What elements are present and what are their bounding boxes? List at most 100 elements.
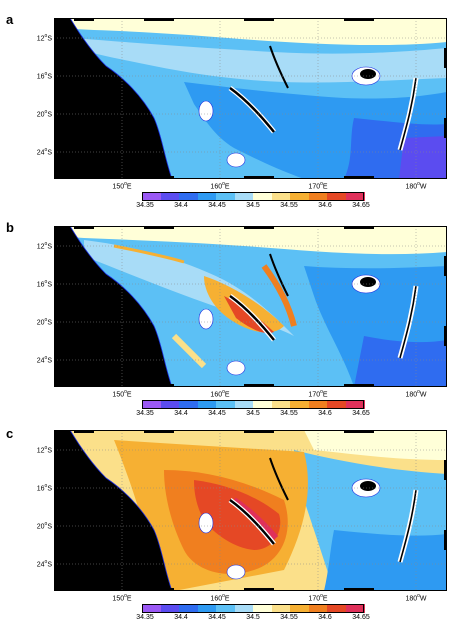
panel-letter: c: [6, 426, 14, 441]
colorbar-swatch: [216, 604, 235, 613]
latitude-label: 24oS: [30, 147, 52, 156]
colorbar-swatch: [234, 400, 254, 409]
colorbar-tick-label: 34.65: [352, 410, 370, 417]
longitude-label: 170oE: [298, 389, 338, 398]
latitude-suffix: S: [47, 111, 52, 119]
longitude-direction: E: [224, 391, 230, 399]
colorbar-swatch: [290, 192, 309, 201]
latitude-value: 16: [36, 485, 45, 493]
colorbar-swatch: [327, 604, 346, 613]
longitude-label: 150oE: [102, 181, 142, 190]
colorbar: [142, 400, 365, 409]
colorbar-swatch: [271, 400, 291, 409]
colorbar-tick-label: 34.6: [318, 410, 332, 417]
latitude-label: 12oS: [30, 445, 52, 454]
latitude-suffix: S: [47, 281, 52, 289]
longitude-label: 160oE: [200, 389, 240, 398]
colorbar-swatch: [253, 400, 272, 409]
longitude-direction: E: [322, 595, 328, 603]
degree-symbol: o: [44, 71, 48, 77]
colorbar-swatch: [290, 400, 309, 409]
colorbar-border: [142, 604, 364, 613]
latitude-value: 16: [36, 281, 45, 289]
colorbar-swatch: [142, 192, 161, 201]
map-svg-a: [54, 18, 447, 179]
latitude-suffix: S: [47, 561, 52, 569]
latitude-value: 12: [36, 35, 45, 43]
longitude-value: 170: [308, 391, 321, 399]
colorbar-swatch: [160, 192, 180, 201]
colorbar-tick-label: 34.4: [174, 410, 188, 417]
latitude-label: 12oS: [30, 33, 52, 42]
degree-symbol: o: [417, 181, 420, 187]
colorbar-swatch: [308, 400, 328, 409]
colorbar-swatch: [216, 192, 235, 201]
longitude-label: 170oE: [298, 181, 338, 190]
colorbar-tick-label: 34.5: [246, 202, 260, 209]
longitude-value: 170: [308, 183, 321, 191]
latitude-value: 24: [36, 357, 45, 365]
panel-c: c: [0, 426, 473, 621]
longitude-value: 160: [210, 595, 223, 603]
longitude-value: 150: [112, 391, 125, 399]
degree-symbol: o: [222, 181, 225, 187]
longitude-direction: E: [322, 391, 328, 399]
colorbar-tick-label: 34.55: [280, 410, 298, 417]
colorbar-border: [142, 192, 364, 201]
degree-symbol: o: [44, 483, 48, 489]
latitude-value: 16: [36, 73, 45, 81]
map-svg-c: [54, 430, 447, 591]
colorbar-tick-label: 34.55: [280, 614, 298, 621]
colorbar-swatch: [197, 400, 217, 409]
colorbar-swatch: [197, 192, 217, 201]
longitude-label: 180oW: [396, 389, 436, 398]
longitude-direction: E: [224, 595, 230, 603]
latitude-suffix: S: [47, 35, 52, 43]
colorbar-swatch: [327, 400, 346, 409]
degree-symbol: o: [320, 181, 323, 187]
longitude-direction: E: [224, 183, 230, 191]
degree-symbol: o: [320, 593, 323, 599]
latitude-label: 20oS: [30, 317, 52, 326]
latitude-label: 16oS: [30, 279, 52, 288]
longitude-direction: E: [126, 183, 132, 191]
longitude-value: 160: [210, 183, 223, 191]
latitude-suffix: S: [47, 523, 52, 531]
colorbar: [142, 192, 365, 201]
degree-symbol: o: [44, 33, 48, 39]
latitude-value: 24: [36, 561, 45, 569]
longitude-direction: W: [419, 595, 427, 603]
colorbar-swatch: [327, 192, 346, 201]
degree-symbol: o: [320, 389, 323, 395]
colorbar-tick-label: 34.35: [136, 614, 154, 621]
colorbar-tick-label: 34.6: [318, 614, 332, 621]
colorbar-swatch: [179, 604, 198, 613]
colorbar-swatch: [234, 192, 254, 201]
latitude-label: 16oS: [30, 483, 52, 492]
latitude-label: 20oS: [30, 109, 52, 118]
colorbar-tick-label: 34.45: [208, 410, 226, 417]
latitude-value: 20: [36, 319, 45, 327]
latitude-value: 24: [36, 149, 45, 157]
colorbar-tick-label: 34.35: [136, 202, 154, 209]
latitude-suffix: S: [47, 447, 52, 455]
colorbar-border: [142, 400, 364, 409]
degree-symbol: o: [44, 147, 48, 153]
latitude-value: 12: [36, 447, 45, 455]
longitude-label: 150oE: [102, 593, 142, 602]
colorbar-swatch: [290, 604, 309, 613]
longitude-direction: E: [126, 391, 132, 399]
degree-symbol: o: [124, 593, 127, 599]
salinity-map: [54, 430, 447, 591]
salinity-map: [54, 226, 447, 387]
salinity-map: [54, 18, 447, 179]
latitude-suffix: S: [47, 243, 52, 251]
colorbar-tick-label: 34.4: [174, 202, 188, 209]
colorbar-swatch: [345, 192, 365, 201]
colorbar-swatch: [197, 604, 217, 613]
colorbar-tick-label: 34.45: [208, 614, 226, 621]
colorbar-swatch: [308, 192, 328, 201]
colorbar-swatch: [142, 604, 161, 613]
colorbar-swatch: [179, 192, 198, 201]
colorbar-swatch: [142, 400, 161, 409]
